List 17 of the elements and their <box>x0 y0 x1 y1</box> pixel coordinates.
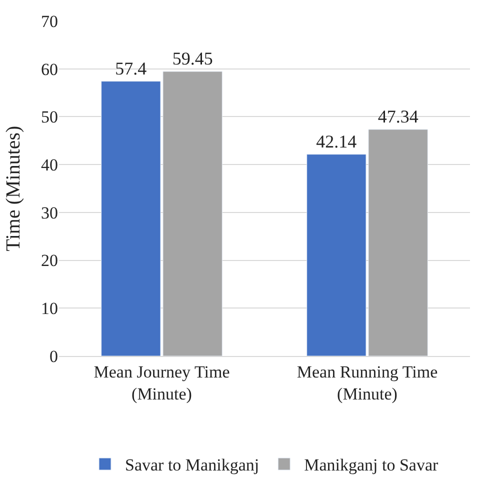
y-axis-title: Time (Minutes) <box>2 126 24 252</box>
data-label: 57.4 <box>115 58 147 78</box>
legend-label: Savar to Manikganj <box>125 456 260 475</box>
y-tick-label: 50 <box>41 108 58 127</box>
y-tick-label: 20 <box>41 251 58 270</box>
y-tick-label: 40 <box>41 156 58 175</box>
data-label: 42.14 <box>316 131 357 152</box>
x-tick-label: Mean Running Time (Minute) <box>296 362 438 404</box>
legend-label: Manikganj to Savar <box>304 456 439 475</box>
data-label: 59.45 <box>172 48 213 68</box>
y-tick-label: 10 <box>41 299 58 318</box>
data-label: 47.34 <box>378 106 418 126</box>
y-tick-label: 60 <box>41 60 58 79</box>
y-tick-label: 70 <box>41 12 58 31</box>
x-tick-label: Mean Journey Time (Minute) <box>94 362 230 404</box>
y-tick-label: 30 <box>41 203 58 222</box>
y-tick-label: 0 <box>50 346 58 366</box>
